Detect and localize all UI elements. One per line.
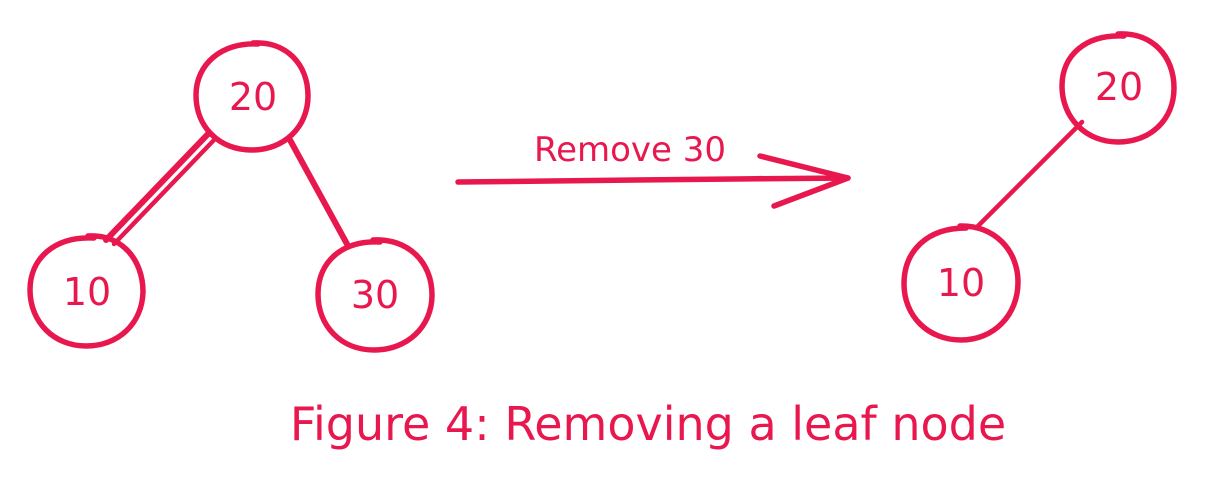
before-node-20: 20 bbox=[193, 40, 311, 153]
after-tree: 20 10 bbox=[901, 31, 1177, 343]
after-node-10: 10 bbox=[901, 223, 1021, 343]
operation-arrow: Remove 30 bbox=[455, 130, 851, 209]
edge-20-to-10-double-stroke bbox=[111, 137, 217, 247]
node-circle bbox=[1059, 31, 1177, 145]
before-node-30: 30 bbox=[315, 237, 435, 353]
node-circle bbox=[315, 237, 435, 353]
node-label: 20 bbox=[1095, 65, 1143, 109]
node-circle bbox=[27, 233, 146, 349]
arrow-head bbox=[757, 153, 851, 209]
edge-20-to-10 bbox=[973, 119, 1085, 231]
after-node-20: 20 bbox=[1059, 31, 1177, 145]
node-label: 10 bbox=[63, 270, 111, 314]
node-label: 20 bbox=[229, 75, 277, 119]
node-label: 10 bbox=[937, 261, 985, 305]
edge-20-to-10 bbox=[103, 131, 211, 243]
operation-label: Remove 30 bbox=[534, 130, 726, 170]
node-circle bbox=[901, 223, 1021, 343]
node-circle bbox=[193, 40, 311, 153]
node-label: 30 bbox=[351, 273, 399, 317]
before-node-10: 10 bbox=[27, 233, 146, 349]
before-tree: 20 10 30 bbox=[27, 40, 435, 353]
figure-caption: Figure 4: Removing a leaf node bbox=[290, 397, 1006, 451]
edge-20-to-30 bbox=[287, 137, 350, 247]
arrow-shaft bbox=[455, 175, 851, 185]
